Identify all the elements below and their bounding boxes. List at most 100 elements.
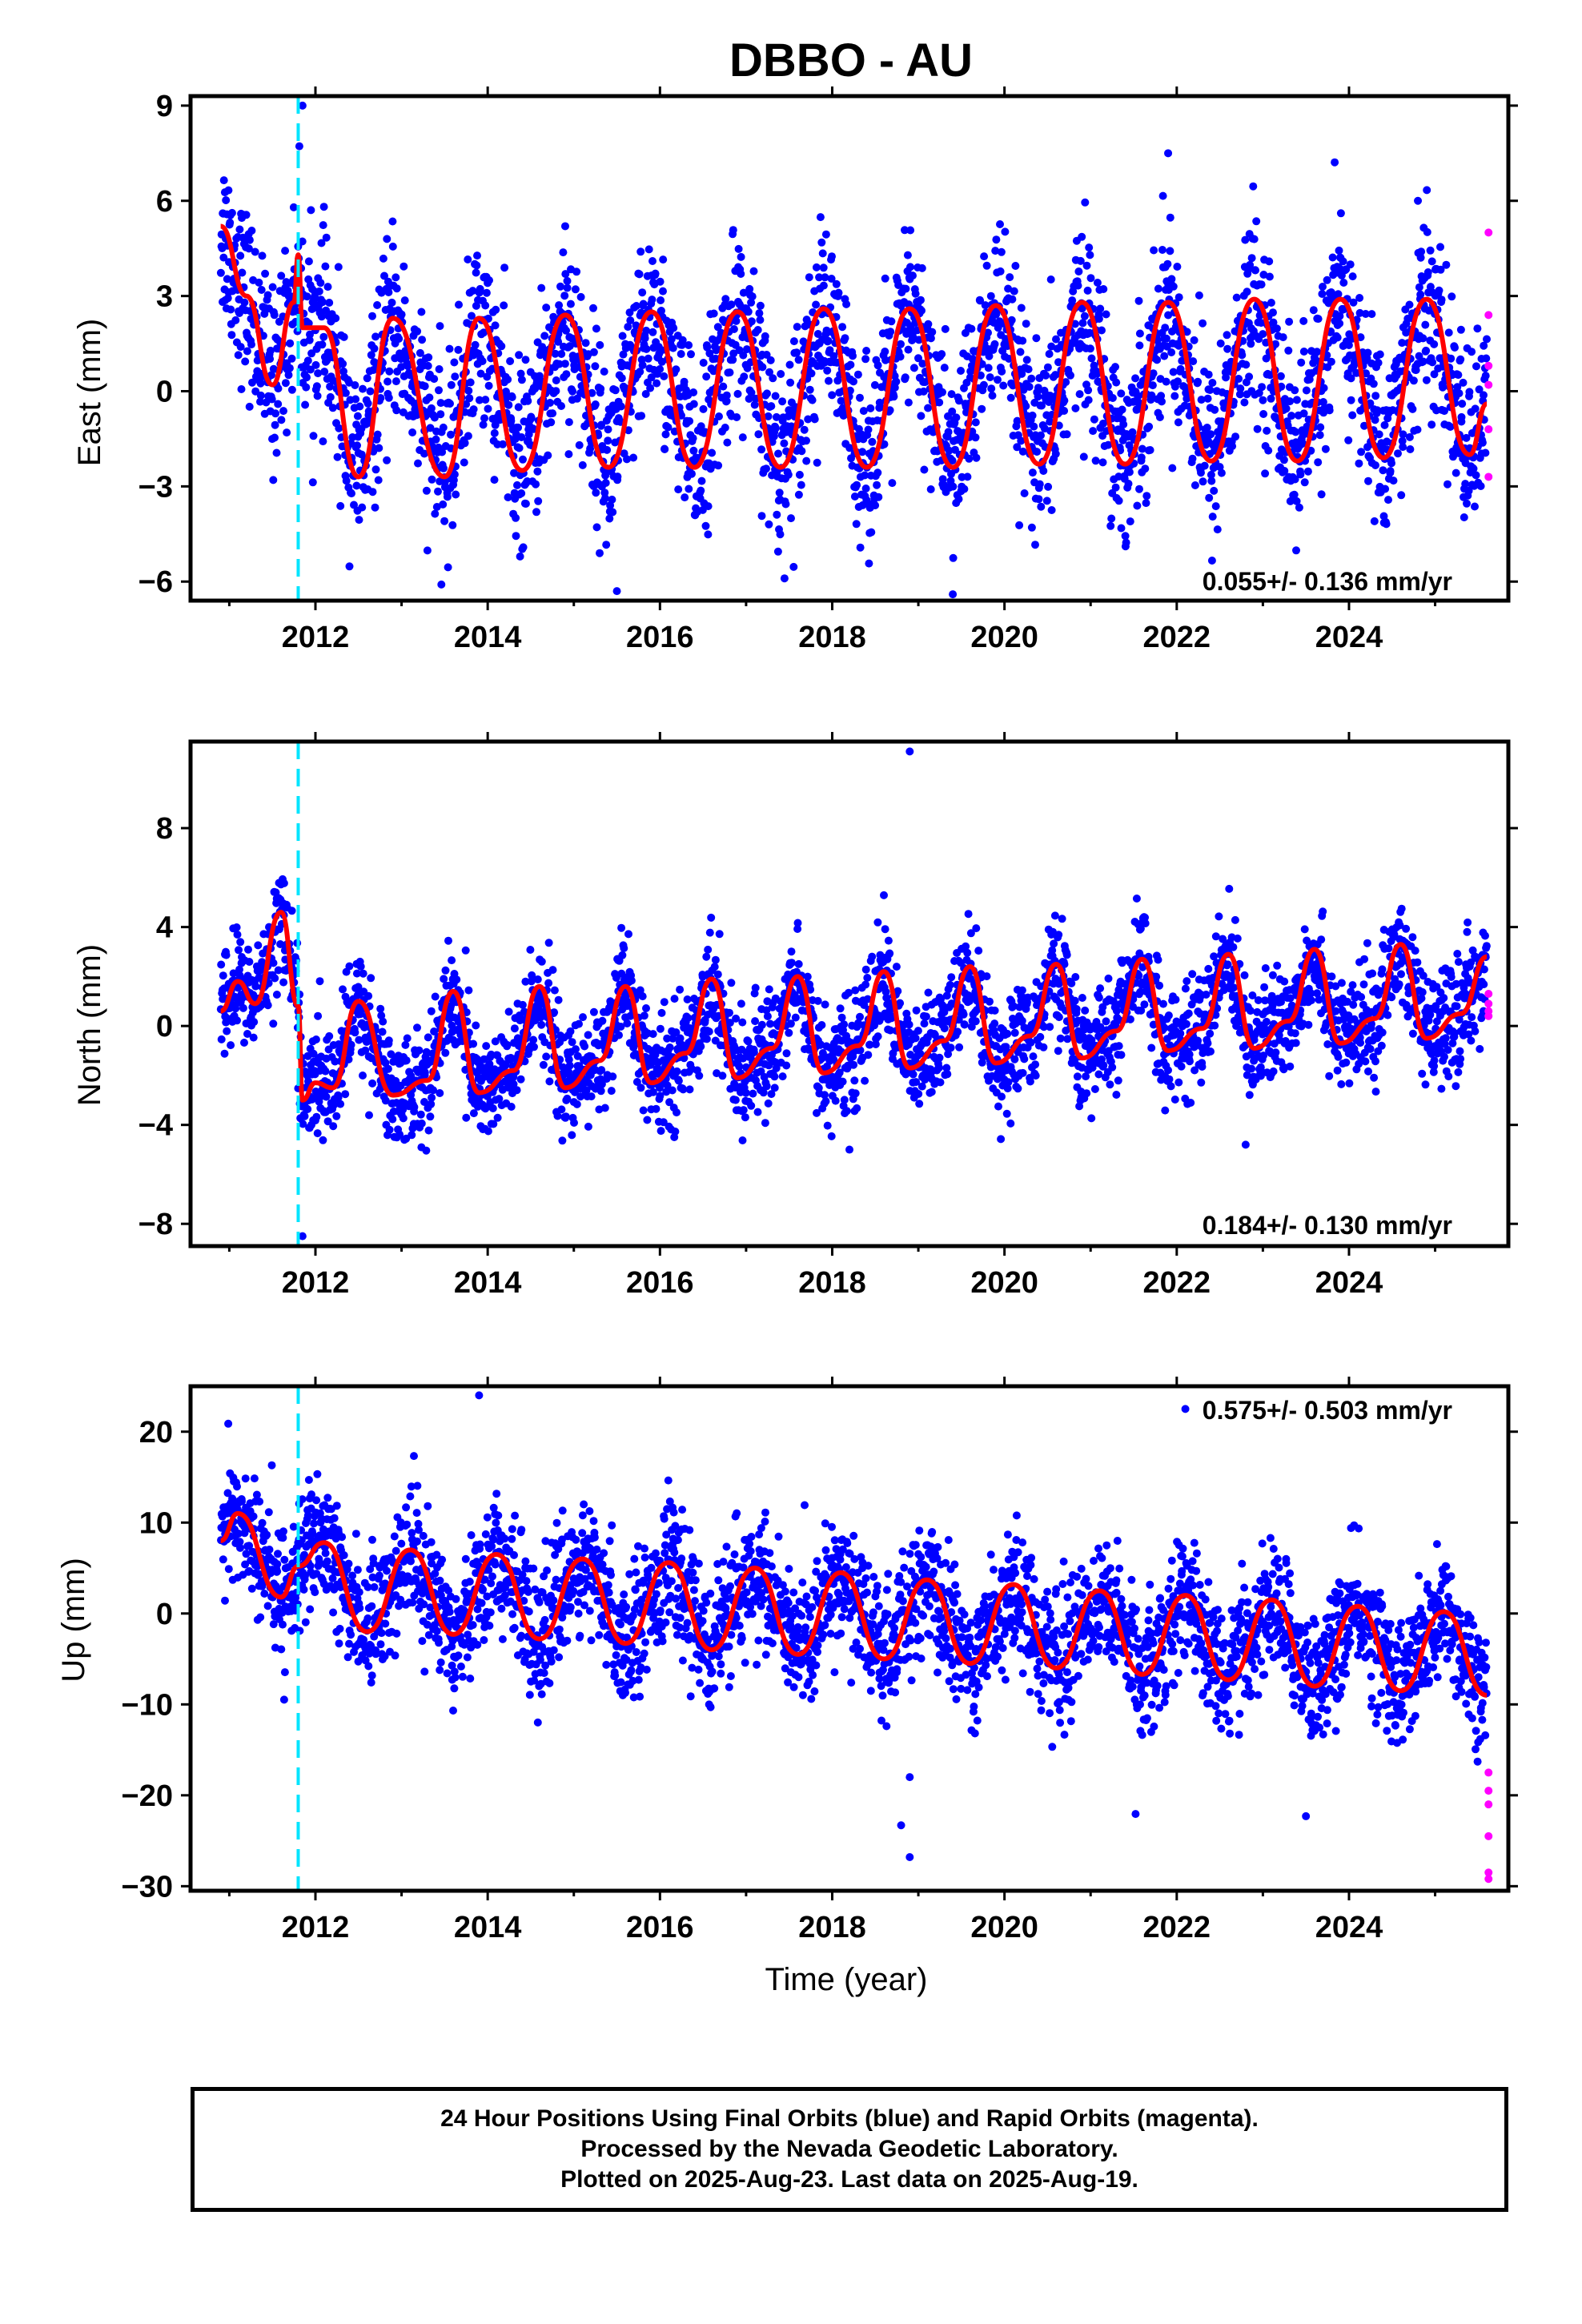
east-axis-label: East (mm) (72, 319, 107, 466)
final-orbit-point (729, 226, 737, 235)
final-orbit-point (1247, 340, 1255, 348)
y-tick-label: 6 (156, 185, 173, 219)
final-orbit-point (1118, 405, 1126, 414)
final-orbit-point (661, 430, 670, 439)
final-orbit-point (439, 423, 448, 432)
final-orbit-point (1106, 521, 1115, 530)
final-orbit-point (317, 239, 326, 247)
final-orbit-point (521, 500, 530, 508)
final-orbit-point (1419, 357, 1427, 366)
final-orbit-point (552, 387, 560, 396)
final-orbit-point (254, 941, 263, 950)
final-orbit-point (1258, 383, 1267, 392)
final-orbit-point (448, 1021, 456, 1030)
final-orbit-point (266, 346, 275, 355)
final-orbit-point (1435, 286, 1443, 295)
final-orbit-point (881, 925, 889, 934)
final-orbit-point (1182, 328, 1191, 336)
final-orbit-point (1086, 251, 1094, 259)
final-orbit-point (1207, 470, 1215, 479)
final-orbit-point (861, 471, 869, 480)
final-orbit-point (938, 388, 946, 396)
y-tick-label: 3 (156, 280, 173, 314)
final-orbit-point (873, 1032, 882, 1041)
final-orbit-point (828, 252, 836, 261)
final-orbit-point (740, 372, 749, 381)
final-orbit-point (1453, 383, 1462, 392)
final-orbit-point (1174, 418, 1182, 427)
final-orbit-point (926, 485, 935, 493)
final-orbit-point (270, 311, 279, 320)
final-orbit-point (578, 460, 587, 469)
final-orbit-point (892, 377, 901, 386)
final-orbit-point (976, 296, 985, 305)
final-orbit-point (318, 340, 327, 349)
final-orbit-point (1195, 291, 1203, 300)
final-orbit-point (765, 985, 773, 994)
final-orbit-point (575, 1019, 583, 1028)
final-orbit-point (865, 559, 873, 568)
final-orbit-point (1232, 293, 1241, 302)
final-orbit-point (763, 1012, 772, 1020)
final-orbit-point (539, 1060, 548, 1069)
final-orbit-point (771, 392, 780, 400)
final-orbit-point (339, 360, 347, 368)
final-orbit-point (444, 563, 452, 572)
final-orbit-point (245, 235, 254, 244)
final-orbit-point (825, 376, 833, 385)
final-orbit-point (223, 1027, 231, 1035)
final-orbit-point (672, 365, 681, 374)
final-orbit-point (443, 493, 452, 501)
final-orbit-point (1328, 253, 1337, 262)
final-orbit-point (1060, 396, 1069, 405)
final-orbit-point (572, 1045, 580, 1054)
final-orbit-point (485, 1059, 494, 1068)
final-orbit-point (490, 476, 499, 485)
final-orbit-point (342, 476, 351, 485)
final-orbit-point (1199, 319, 1207, 328)
final-orbit-point (1081, 198, 1090, 207)
final-orbit-point (1107, 514, 1116, 523)
final-orbit-point (1317, 490, 1326, 499)
final-orbit-point (1122, 538, 1130, 547)
final-orbit-point (881, 274, 889, 283)
final-orbit-point (979, 380, 988, 389)
final-orbit-point (1119, 420, 1128, 428)
final-orbit-point (575, 440, 584, 449)
final-orbit-point (741, 1088, 750, 1097)
final-orbit-point (313, 392, 322, 400)
final-orbit-point (1437, 296, 1446, 304)
final-orbit-point (1422, 376, 1431, 384)
final-orbit-point (1062, 430, 1071, 439)
final-orbit-point (1028, 411, 1037, 420)
final-orbit-point (401, 1040, 410, 1049)
final-orbit-point (521, 977, 530, 986)
final-orbit-point (219, 176, 228, 185)
final-orbit-point (305, 336, 314, 344)
final-orbit-point (807, 369, 816, 378)
final-orbit-point (861, 965, 870, 974)
final-orbit-point (425, 393, 434, 402)
final-orbit-point (739, 288, 748, 297)
final-orbit-point (379, 254, 387, 263)
final-orbit-point (244, 945, 252, 954)
final-orbit-point (685, 485, 693, 493)
final-orbit-point (271, 974, 279, 983)
final-orbit-point (1161, 324, 1170, 332)
final-orbit-point (1042, 371, 1050, 380)
final-orbit-point (648, 296, 656, 304)
final-orbit-point (840, 1096, 849, 1104)
final-orbit-point (542, 304, 551, 312)
final-orbit-point (1211, 502, 1220, 511)
final-orbit-point (841, 334, 849, 343)
final-orbit-point (1142, 492, 1151, 501)
final-orbit-point (732, 316, 741, 325)
final-orbit-point (336, 1100, 345, 1108)
final-orbit-point (284, 371, 293, 380)
final-orbit-point (217, 960, 226, 969)
final-orbit-point (632, 302, 640, 310)
final-orbit-point (317, 312, 326, 321)
final-orbit-point (592, 489, 600, 497)
final-orbit-point (1217, 468, 1226, 477)
